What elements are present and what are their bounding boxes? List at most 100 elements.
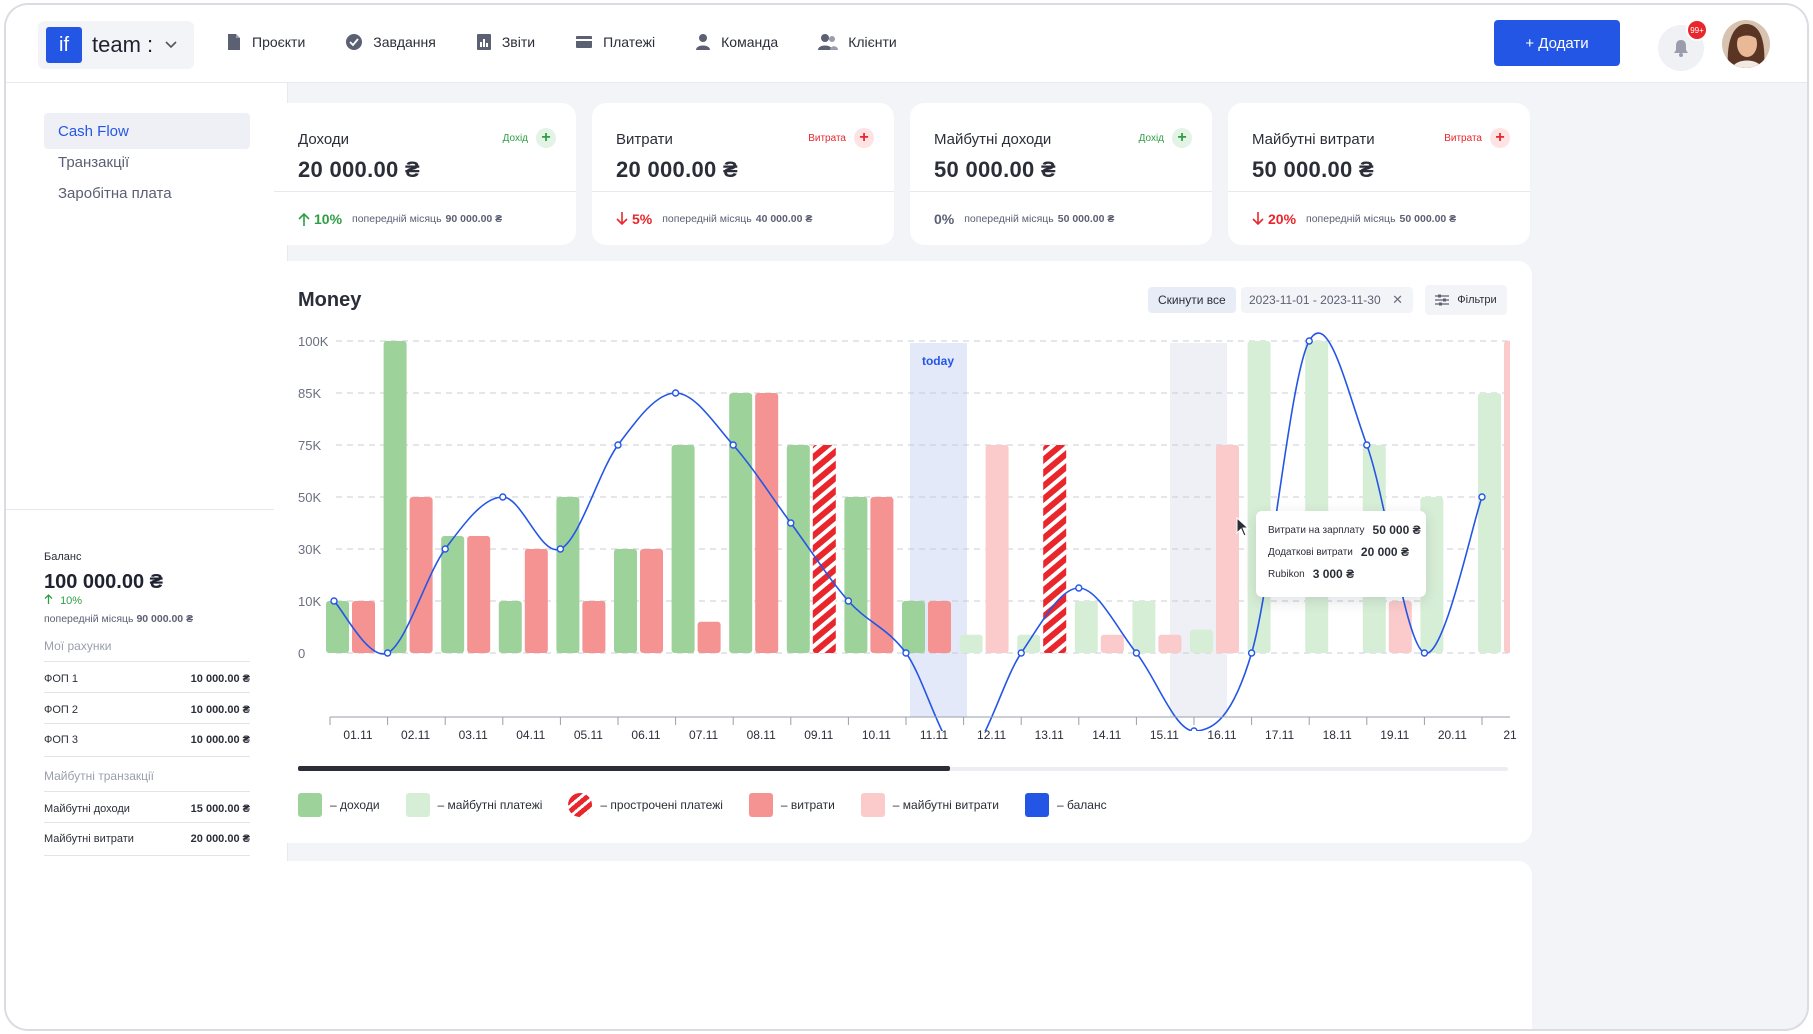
stat-card-income: Доходи 20 000.00 ₴ Дохід + 10% попередні… [274, 103, 576, 245]
x-tick-label: 05.11 [574, 728, 603, 742]
card-pct: 20% [1268, 211, 1297, 227]
card-prev-value: 90 000.00 ₴ [445, 213, 503, 225]
arrow-up-icon [44, 594, 53, 604]
add-button[interactable]: + Додати [1494, 20, 1620, 66]
account-row[interactable]: ФОП 2 10 000.00 ₴ [44, 692, 250, 726]
income-bar [498, 601, 522, 653]
nav-item-team[interactable]: Команда [695, 33, 778, 51]
workspace-name: team : [92, 32, 154, 57]
card-prev-label: попередній місяць [352, 213, 442, 225]
income-bar [326, 601, 349, 653]
card-tag: Дохід [1138, 133, 1164, 144]
nav-item-clients[interactable]: Клієнти [818, 33, 897, 51]
balance-point [671, 389, 680, 397]
future-value: 20 000.00 ₴ [190, 833, 250, 845]
legend-item-balance: – баланс [1025, 793, 1107, 817]
balance-label: Баланс [44, 551, 82, 563]
balance-point [330, 597, 338, 605]
filters-label: Фільтри [1457, 294, 1497, 306]
user-avatar[interactable] [1722, 20, 1770, 68]
nav-item-projects[interactable]: Проєкти [226, 33, 305, 51]
account-row[interactable]: ФОП 1 10 000.00 ₴ [44, 661, 250, 695]
future-row[interactable]: Майбутні доходи 15 000.00 ₴ [44, 791, 250, 825]
tooltip-row: Додаткові витрати 20 000 ₴ [1268, 545, 1409, 559]
x-tick-label: 09.11 [804, 728, 833, 742]
account-row[interactable]: ФОП 3 10 000.00 ₴ [44, 723, 250, 757]
chart-scrollbar-thumb[interactable] [298, 766, 950, 771]
arrow-down-icon [1252, 212, 1264, 226]
sidebar-item-cash-flow[interactable]: Cash Flow [44, 113, 250, 149]
future-row[interactable]: Майбутні витрати 20 000.00 ₴ [44, 822, 250, 856]
filters-button[interactable]: Фільтри [1425, 285, 1507, 315]
future_expense-bar [1158, 634, 1182, 653]
notifications-button[interactable]: 99+ [1658, 19, 1708, 71]
sidebar-item-salary[interactable]: Заробітна плата [58, 184, 172, 202]
expense-bar [524, 549, 548, 653]
card-prev-value: 50 000.00 ₴ [1057, 213, 1115, 225]
future_income-bar [1017, 634, 1041, 653]
income-bar [556, 497, 580, 653]
future-transactions-title: Майбутні транзакції [44, 769, 155, 783]
secondary-panel [274, 861, 1532, 1029]
mouse-cursor-icon [1236, 517, 1250, 537]
nav-item-payments[interactable]: Платежі [575, 33, 655, 51]
balance-point [1305, 337, 1313, 345]
y-tick-label: 50K [298, 490, 321, 505]
plus-icon[interactable]: + [1172, 128, 1192, 148]
income-bar [844, 497, 868, 653]
tooltip-label: Rubikon [1268, 568, 1305, 580]
plus-icon[interactable]: + [536, 128, 556, 148]
money-chart[interactable]: today 100K 85K 75K 50K 30K 10K 0 01.11 02.11 03.11… [274, 261, 1532, 761]
card-pct: 10% [314, 211, 343, 227]
chart-tooltip: Витрати на зарплату 50 000 ₴ Додаткові в… [1256, 511, 1426, 597]
nav-label: Завдання [373, 34, 436, 50]
card-prev-value: 50 000.00 ₴ [1399, 213, 1457, 225]
card-tag: Витрата [1444, 133, 1482, 144]
balance-previous: попередній місяць 90 000.00 ₴ [44, 613, 193, 625]
legend-swatch [568, 793, 593, 817]
balance-point [1132, 649, 1141, 657]
card-divider [1228, 191, 1530, 192]
income-bar [614, 549, 637, 653]
y-tick-label: 75K [298, 438, 321, 453]
bell-icon [1674, 40, 1688, 57]
card-title: Витрати [616, 131, 673, 148]
arrow-down-icon [616, 212, 628, 226]
reset-all-button[interactable]: Скинути все [1148, 287, 1236, 313]
x-tick-label: 02.11 [401, 728, 430, 742]
balance-point [556, 545, 565, 553]
legend-label: – майбутні витрати [892, 798, 1000, 812]
overdue-bar [812, 445, 836, 653]
card-prev-label: попередній місяць [662, 213, 752, 225]
legend-label: – майбутні платежі [437, 798, 543, 812]
panel-title: Money [298, 289, 362, 311]
sidebar-item-transactions[interactable]: Транзакції [58, 153, 130, 171]
tooltip-label: Додаткові витрати [1268, 546, 1353, 558]
future-name: Майбутні витрати [44, 833, 134, 845]
card-divider [274, 191, 576, 192]
card-footer: 10% попередній місяць 90 000.00 ₴ [298, 211, 502, 227]
x-tick-label: 11.11 [920, 728, 949, 742]
notification-badge: 99+ [1686, 19, 1708, 41]
plus-icon[interactable]: + [854, 128, 874, 148]
account-name: ФОП 2 [44, 703, 78, 716]
x-tick-label: 04.11 [516, 728, 545, 742]
x-tick-label: 19.11 [1380, 728, 1409, 742]
chart-legend: – доходи – майбутні платежі – прострочен… [298, 793, 1133, 817]
balance-point [902, 649, 910, 657]
workspace-switcher[interactable]: if team : [38, 21, 194, 69]
x-tick-label: 08.11 [747, 728, 776, 742]
nav-item-reports[interactable]: Звіти [476, 33, 535, 51]
expense-bar [409, 497, 433, 653]
plus-icon[interactable]: + [1490, 128, 1510, 148]
card-footer: 5% попередній місяць 40 000.00 ₴ [616, 211, 812, 227]
future_income-bar [1305, 341, 1329, 653]
expense-bar [755, 393, 779, 653]
date-range-filter[interactable]: 2023-11-01 - 2023-11-30 ✕ [1241, 287, 1413, 313]
balance-point [961, 754, 967, 760]
close-icon[interactable]: ✕ [1392, 292, 1403, 307]
account-name: ФОП 1 [44, 672, 78, 685]
x-tick-label: 14.11 [1092, 728, 1121, 742]
nav-item-tasks[interactable]: Завдання [345, 33, 436, 51]
balance-line [333, 332, 1483, 731]
